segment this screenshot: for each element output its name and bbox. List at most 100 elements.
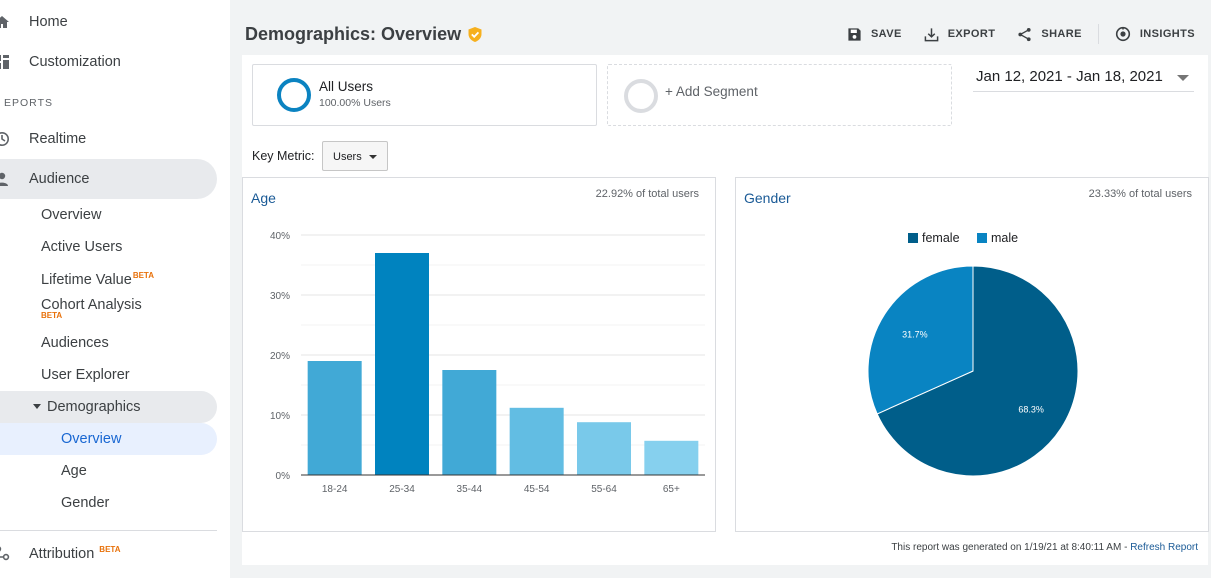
segment-ring-icon bbox=[624, 79, 658, 113]
date-range-value: Jan 12, 2021 - Jan 18, 2021 bbox=[976, 68, 1163, 85]
sidebar-item-demographics[interactable]: Demographics bbox=[0, 391, 217, 423]
add-segment-button[interactable]: + Add Segment bbox=[607, 64, 952, 126]
x-tick-label: 35-44 bbox=[457, 484, 483, 495]
sidebar-item-label: Overview bbox=[61, 431, 122, 447]
bar-18-24 bbox=[307, 361, 362, 475]
key-metric-label: Key Metric: bbox=[252, 149, 315, 163]
dashboard-icon bbox=[0, 55, 9, 69]
report-actions: SAVE EXPORT SHARE INSIGHTS bbox=[825, 24, 1195, 44]
add-segment-label: + Add Segment bbox=[665, 84, 758, 99]
page-title: Demographics: Overview bbox=[245, 24, 462, 44]
dropdown-arrow-icon bbox=[369, 155, 377, 159]
sidebar-item-label: Customization bbox=[29, 54, 121, 70]
sidebar-item-realtime[interactable]: Realtime bbox=[0, 119, 217, 159]
bar-45-54 bbox=[509, 407, 564, 475]
sidebar-item-gender[interactable]: Gender bbox=[61, 495, 110, 511]
beta-badge: BETA bbox=[132, 271, 154, 280]
age-card-percentage: 22.92% of total users bbox=[595, 188, 699, 200]
report-panel: All Users 100.00% Users + Add Segment Ja… bbox=[242, 55, 1209, 565]
bar-35-44 bbox=[442, 370, 497, 475]
sidebar-item-audiences[interactable]: Audiences bbox=[41, 335, 109, 351]
save-icon bbox=[848, 27, 861, 41]
sidebar-item-label: Audience bbox=[29, 171, 90, 187]
sidebar-item-label: Demographics bbox=[47, 399, 141, 415]
sidebar-item-cohort-analysis[interactable]: Cohort Analysis bbox=[41, 297, 142, 313]
pie-value-label: 68.3% bbox=[1018, 405, 1044, 415]
age-card: Age 22.92% of total users 0% 10% 20% 30% 40%… bbox=[242, 177, 716, 532]
bar-65+ bbox=[644, 440, 699, 475]
sidebar-divider bbox=[0, 530, 217, 531]
segment-percentage: 100.00% Users bbox=[319, 97, 391, 109]
beta-badge: BETA bbox=[41, 311, 63, 320]
x-tick-label: 55-64 bbox=[591, 484, 617, 495]
sidebar-item-active-users[interactable]: Active Users bbox=[41, 239, 123, 255]
refresh-report-link[interactable]: Refresh Report bbox=[1130, 542, 1198, 553]
gender-card: Gender 23.33% of total users female male 6… bbox=[735, 177, 1209, 532]
legend-swatch-female bbox=[908, 233, 918, 243]
sidebar-item-attribution-label: Attribution BETA bbox=[29, 545, 120, 562]
y-tick-label: 40% bbox=[270, 231, 290, 242]
key-metric-value: Users bbox=[333, 151, 362, 163]
page-title-row: Demographics: Overview bbox=[245, 24, 483, 45]
gender-pie-chart: female male 68.3% 31.7% bbox=[867, 231, 1079, 477]
insights-icon bbox=[1115, 26, 1130, 42]
legend-swatch-male bbox=[977, 233, 987, 243]
clock-icon bbox=[0, 132, 9, 146]
y-tick-label: 0% bbox=[276, 471, 291, 482]
share-button[interactable]: SHARE bbox=[1017, 27, 1082, 42]
y-tick-label: 30% bbox=[270, 291, 290, 302]
x-tick-label: 25-34 bbox=[389, 484, 415, 495]
gender-card-title: Gender bbox=[744, 190, 791, 206]
share-label: SHARE bbox=[1041, 28, 1082, 40]
generated-timestamp: This report was generated on 1/19/21 at … bbox=[891, 542, 1131, 553]
save-button[interactable]: SAVE bbox=[847, 27, 902, 42]
export-label: EXPORT bbox=[947, 28, 996, 40]
sidebar-item-label: Home bbox=[29, 14, 68, 30]
sidebar-item-label: Attribution bbox=[29, 545, 95, 562]
sidebar: Home Customization EPORTS Realtime Audie… bbox=[0, 0, 230, 578]
segment-name: All Users bbox=[319, 79, 374, 94]
pie-slice-female bbox=[876, 265, 1079, 477]
sidebar-item-demographics-overview[interactable]: Overview bbox=[0, 423, 217, 455]
attribution-icon bbox=[0, 546, 10, 561]
download-icon bbox=[924, 27, 939, 41]
export-button[interactable]: EXPORT bbox=[924, 27, 996, 42]
bar-55-64 bbox=[577, 422, 631, 475]
key-metric-select[interactable]: Users bbox=[322, 141, 388, 171]
share-icon bbox=[1018, 27, 1031, 41]
beta-badge: BETA bbox=[99, 544, 121, 554]
age-bar-chart: 0% 10% 20% 30% 40% 18-24 25-34 35-44 45-54 55-64 6… bbox=[270, 231, 705, 495]
legend-label-male: male bbox=[991, 231, 1018, 245]
sidebar-item-user-explorer[interactable]: User Explorer bbox=[41, 367, 130, 383]
sidebar-item-audience[interactable]: Audience bbox=[0, 159, 217, 199]
save-label: SAVE bbox=[870, 28, 902, 40]
gender-card-percentage: 23.33% of total users bbox=[1088, 188, 1192, 200]
actions-divider bbox=[1097, 24, 1099, 44]
dropdown-arrow-icon bbox=[1177, 75, 1189, 81]
x-tick-label: 18-24 bbox=[322, 484, 348, 495]
sidebar-item-customization[interactable]: Customization bbox=[0, 42, 217, 82]
reports-section-header: EPORTS bbox=[4, 97, 53, 109]
sidebar-item-label: Realtime bbox=[29, 131, 87, 147]
caret-down-icon bbox=[33, 404, 41, 409]
date-range-picker[interactable]: Jan 12, 2021 - Jan 18, 2021 bbox=[973, 67, 1194, 92]
y-tick-label: 10% bbox=[270, 411, 290, 422]
sidebar-item-age[interactable]: Age bbox=[61, 463, 87, 479]
sidebar-item-attribution[interactable]: Attribution BETA bbox=[0, 533, 217, 573]
sidebar-item-overview[interactable]: Overview bbox=[41, 207, 102, 223]
report-footer: This report was generated on 1/19/21 at … bbox=[891, 542, 1198, 553]
sidebar-item-lifetime-value[interactable]: Lifetime ValueBETA bbox=[41, 271, 154, 288]
insights-button[interactable]: INSIGHTS bbox=[1115, 26, 1195, 42]
segment-ring-icon bbox=[277, 78, 311, 112]
segment-all-users[interactable]: All Users 100.00% Users bbox=[252, 64, 597, 126]
x-tick-label: 45-54 bbox=[524, 484, 550, 495]
sidebar-item-label: Lifetime Value bbox=[41, 271, 132, 288]
sidebar-item-home[interactable]: Home bbox=[0, 2, 217, 42]
pie-value-label: 31.7% bbox=[902, 329, 928, 339]
person-icon bbox=[0, 172, 8, 186]
verified-shield-icon bbox=[468, 27, 482, 42]
pie-slice-male bbox=[867, 265, 974, 415]
age-card-title: Age bbox=[251, 190, 276, 206]
x-tick-label: 65+ bbox=[663, 484, 680, 495]
home-icon bbox=[0, 16, 9, 28]
